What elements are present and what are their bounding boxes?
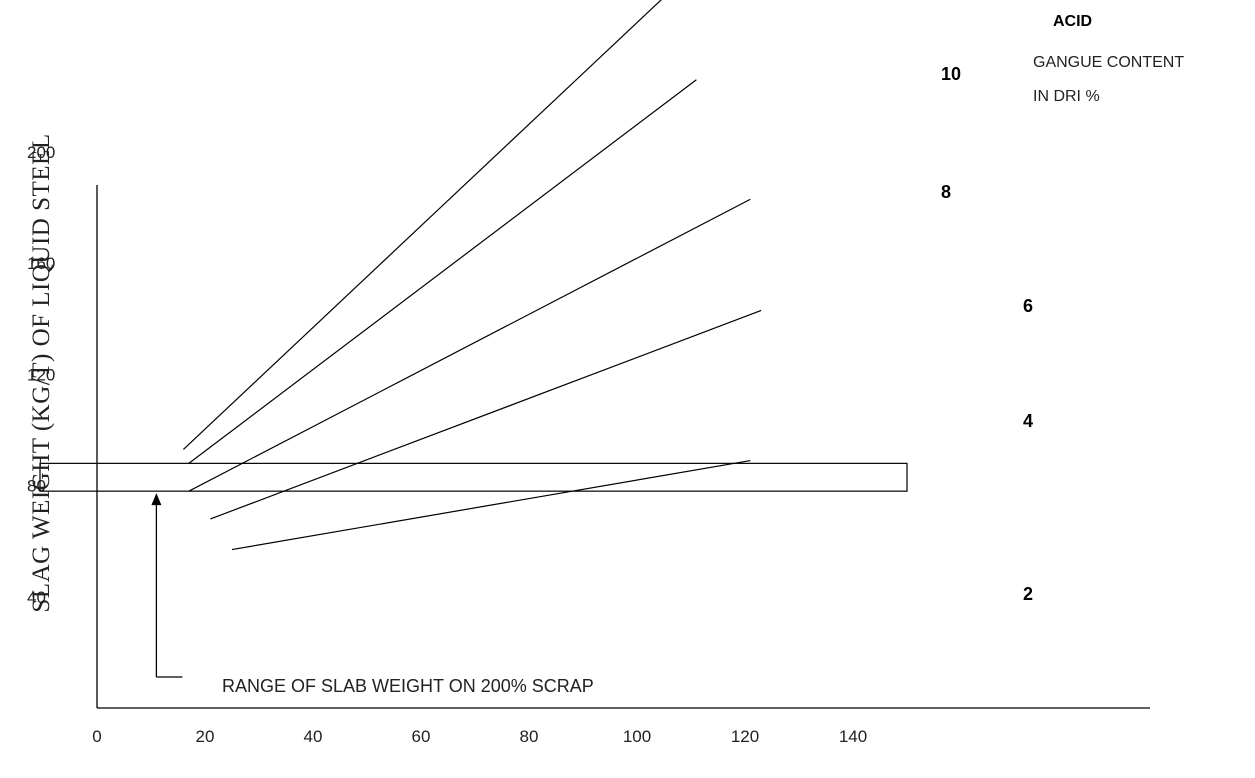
series-line-6 bbox=[188, 198, 751, 492]
series-line-2 bbox=[231, 459, 751, 551]
y-tick-label: 120 bbox=[27, 365, 55, 384]
y-tick-label: 200 bbox=[27, 143, 55, 162]
series-line-4 bbox=[210, 309, 762, 520]
series-label-6: 6 bbox=[1023, 296, 1033, 316]
series-lines bbox=[182, 0, 762, 551]
x-tick-label: 140 bbox=[839, 727, 867, 746]
band-rect bbox=[39, 462, 908, 492]
x-tick-label: 120 bbox=[731, 727, 759, 746]
legend-line-1: GANGUE CONTENT bbox=[1033, 54, 1184, 71]
series-label-8: 8 bbox=[941, 182, 951, 202]
y-tick-label: 160 bbox=[27, 254, 55, 273]
series-label-10: 10 bbox=[941, 64, 961, 84]
series-label-2: 2 bbox=[1023, 584, 1033, 604]
x-tick-label: 80 bbox=[520, 727, 539, 746]
axes bbox=[96, 185, 1150, 709]
arrow-head bbox=[151, 493, 162, 506]
x-tick-label: 60 bbox=[412, 727, 431, 746]
series-line-10 bbox=[182, 0, 662, 450]
legend-title: ACID bbox=[1053, 13, 1092, 30]
x-tick-label: 20 bbox=[196, 727, 215, 746]
x-tick-label: 40 bbox=[304, 727, 323, 746]
series-label-4: 4 bbox=[1023, 411, 1033, 431]
series-line-8 bbox=[188, 79, 697, 464]
y-tick-label: 40 bbox=[27, 588, 46, 607]
band-annotation: RANGE OF SLAB WEIGHT ON 200% SCRAP bbox=[222, 676, 594, 696]
y-axis-label: SLAG WEIGHT (KG/T) OF LIQUID STEEL bbox=[28, 133, 55, 612]
legend: ACID GANGUE CONTENT IN DRI % bbox=[1033, 13, 1184, 105]
legend-line-2: IN DRI % bbox=[1033, 88, 1100, 105]
slag-range-band bbox=[39, 462, 908, 678]
x-tick-label: 100 bbox=[623, 727, 651, 746]
series-labels: 10 8 6 4 2 bbox=[941, 64, 1033, 604]
x-tick-label: 0 bbox=[92, 727, 101, 746]
